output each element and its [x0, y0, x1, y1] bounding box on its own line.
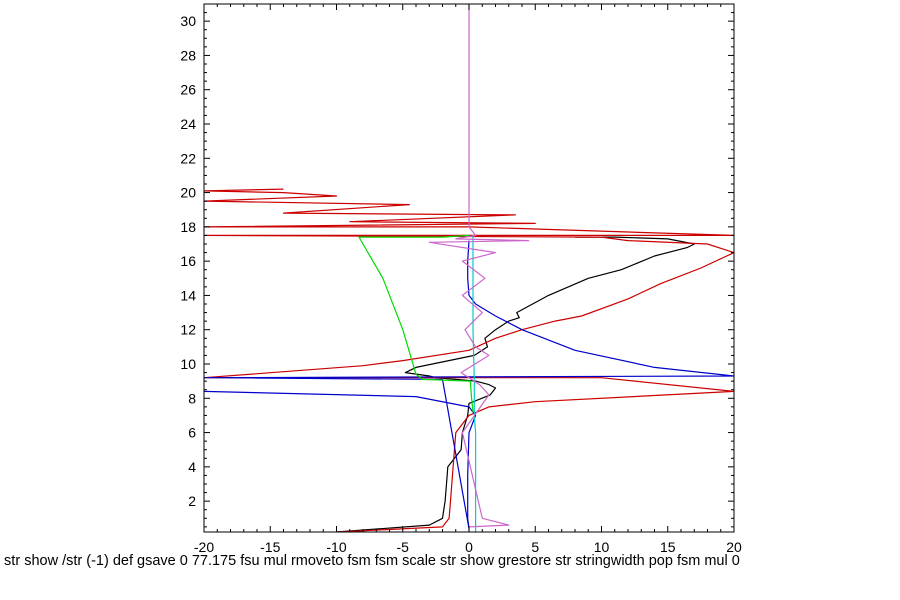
- series-line-4: [358, 234, 474, 413]
- series-line-6: [428, 4, 530, 532]
- y-tick-label: 10: [180, 356, 196, 372]
- y-tick-label: 16: [180, 253, 196, 269]
- x-axis-tick-labels: -20 -15 -10 -5 0 5 10 15 20: [194, 539, 742, 555]
- y-tick-label: 2: [188, 493, 196, 509]
- series-line-3: [204, 240, 734, 530]
- y-tick-label: 4: [188, 459, 196, 475]
- series-line-2: [204, 188, 734, 532]
- y-tick-label: 28: [180, 47, 196, 63]
- stray-postscript-text: f str show /str (-1) def gsave 0 77.175 …: [0, 553, 740, 569]
- y-tick-label: 12: [180, 322, 196, 338]
- x-tick-label: 10: [594, 539, 610, 555]
- axis-ticks: [203, 3, 735, 532]
- x-tick-label: -10: [326, 539, 346, 555]
- y-tick-label: 30: [180, 13, 196, 29]
- x-tick-label: -5: [397, 539, 410, 555]
- y-tick-label: 18: [180, 219, 196, 235]
- x-tick-label: 5: [531, 539, 539, 555]
- x-tick-label: -15: [260, 539, 280, 555]
- y-tick-label: 22: [180, 150, 196, 166]
- y-tick-label: 26: [180, 82, 196, 98]
- x-tick-label: 0: [465, 539, 473, 555]
- series-layer: [204, 4, 734, 532]
- x-tick-label: 20: [726, 539, 742, 555]
- y-tick-label: 20: [180, 185, 196, 201]
- x-tick-label: 15: [660, 539, 676, 555]
- y-tick-label: 6: [188, 425, 196, 441]
- y-tick-label: 24: [180, 116, 196, 132]
- series-line-5: [472, 235, 477, 532]
- series-line-1: [336, 236, 695, 532]
- y-tick-label: 14: [180, 287, 196, 303]
- y-tick-label: 8: [188, 390, 196, 406]
- x-tick-label: -20: [194, 539, 214, 555]
